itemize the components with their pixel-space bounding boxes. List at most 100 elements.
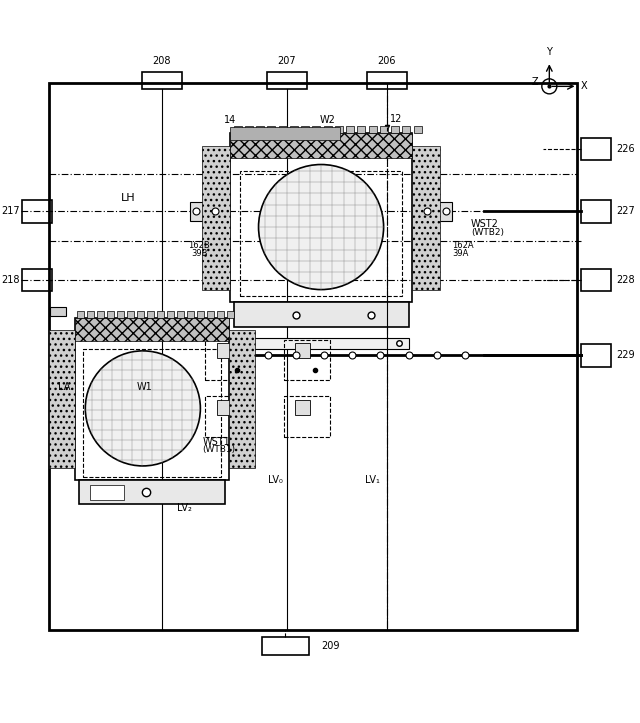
Text: 208: 208 (152, 56, 171, 67)
Bar (346, 126, 354, 133)
Bar (391, 126, 399, 133)
Text: LH: LH (121, 192, 136, 202)
Bar (157, 312, 164, 317)
Bar (51, 307, 66, 317)
Bar (357, 126, 365, 133)
Text: Y: Y (547, 47, 552, 57)
Bar (177, 312, 184, 317)
Text: (WTB1): (WTB1) (202, 445, 236, 453)
Bar (268, 126, 275, 133)
Bar (49, 83, 577, 630)
Bar (284, 396, 330, 437)
Bar (234, 338, 408, 349)
Bar (284, 340, 330, 380)
Bar (267, 72, 307, 90)
Bar (335, 126, 343, 133)
Bar (202, 146, 230, 290)
Bar (256, 126, 264, 133)
Bar (189, 202, 205, 221)
Text: 227: 227 (616, 207, 635, 216)
Bar (90, 484, 124, 500)
Bar (141, 72, 182, 90)
Bar (403, 126, 410, 133)
Bar (79, 480, 225, 504)
Text: 229: 229 (616, 350, 635, 360)
Text: 206: 206 (378, 56, 396, 67)
Text: WST2: WST2 (471, 219, 499, 229)
Bar (234, 302, 408, 327)
Bar (413, 126, 422, 133)
Bar (87, 312, 94, 317)
Bar (295, 343, 310, 359)
Bar (217, 312, 224, 317)
Bar (278, 126, 287, 133)
Text: 39B: 39B (191, 249, 207, 258)
Text: 217: 217 (1, 207, 20, 216)
Bar (369, 126, 377, 133)
Text: 12: 12 (390, 114, 402, 124)
Bar (240, 171, 403, 296)
Bar (230, 133, 412, 302)
Bar (83, 349, 221, 477)
Bar (97, 312, 104, 317)
Text: LV₂: LV₂ (177, 503, 192, 513)
Text: LV₀: LV₀ (268, 475, 283, 485)
Bar (312, 126, 321, 133)
Bar (580, 269, 611, 291)
Bar (234, 126, 242, 133)
Bar (167, 312, 174, 317)
Bar (436, 202, 452, 221)
Bar (244, 126, 253, 133)
Bar (49, 330, 76, 468)
Bar (227, 312, 234, 317)
Text: 209: 209 (321, 641, 340, 651)
Bar (217, 400, 232, 415)
Bar (76, 317, 229, 480)
Bar (207, 312, 214, 317)
Bar (305, 215, 337, 239)
Bar (230, 133, 412, 158)
Bar (197, 312, 204, 317)
Bar (229, 330, 255, 468)
Text: LV₁: LV₁ (365, 475, 380, 485)
Text: X: X (580, 82, 588, 91)
Bar (580, 137, 611, 160)
Text: W2: W2 (319, 115, 335, 125)
Bar (76, 317, 229, 341)
Text: 39A: 39A (452, 249, 468, 258)
Text: 14: 14 (224, 115, 237, 125)
Bar (117, 312, 124, 317)
Circle shape (259, 165, 383, 290)
Bar (205, 396, 252, 437)
Bar (380, 126, 388, 133)
Bar (137, 312, 144, 317)
Bar (108, 312, 114, 317)
Bar (188, 312, 194, 317)
Text: 162B: 162B (188, 241, 210, 250)
Bar (205, 340, 252, 380)
Bar (296, 208, 346, 246)
Bar (127, 312, 134, 317)
Text: 226: 226 (616, 144, 635, 154)
Bar (230, 127, 340, 140)
Bar (22, 200, 52, 223)
Text: 218: 218 (1, 275, 20, 285)
Text: 228: 228 (616, 275, 635, 285)
Text: W1: W1 (136, 382, 152, 392)
Bar (22, 269, 52, 291)
Text: WST1: WST1 (202, 437, 230, 447)
Bar (295, 400, 310, 415)
Bar (301, 126, 309, 133)
Circle shape (85, 351, 200, 466)
Bar (262, 637, 308, 656)
Text: LA: LA (58, 382, 71, 392)
Text: 207: 207 (277, 56, 296, 67)
Text: (WTB2): (WTB2) (471, 228, 504, 236)
Text: Z: Z (532, 77, 539, 87)
Text: 162A: 162A (452, 241, 474, 250)
Bar (580, 344, 611, 367)
Bar (290, 126, 298, 133)
Bar (77, 312, 84, 317)
Bar (147, 312, 154, 317)
Bar (412, 146, 440, 290)
